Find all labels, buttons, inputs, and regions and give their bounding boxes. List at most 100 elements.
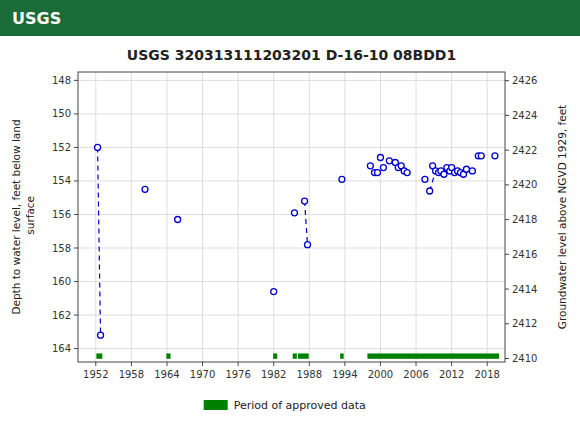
grid-line-x [166,72,167,362]
grid-line-x [451,72,452,362]
y-tick-label: 158 [52,243,71,254]
x-tick [416,362,417,366]
data-point [380,165,386,171]
data-point [478,153,484,159]
y-tick [74,80,78,81]
data-point [441,171,447,177]
approved-period-bar [96,353,102,358]
x-tick-label: 1964 [154,369,179,380]
grid-line-y [78,248,505,249]
x-tick-label: 1952 [83,369,108,380]
y-tick [74,113,78,114]
y-tick-label: 154 [52,175,71,186]
grid-line-x [131,72,132,362]
data-point [339,176,345,182]
y2-tick-label: 2414 [512,284,537,295]
data-point [175,217,181,223]
plot-frame [78,72,505,362]
y2-tick [505,115,509,116]
y2-tick [505,184,509,185]
y2-tick-label: 2420 [512,179,537,190]
grid-line-y [78,281,505,282]
x-tick-label: 1976 [225,369,250,380]
x-tick-label: 1994 [332,369,357,380]
data-point [422,176,428,182]
data-point [404,170,410,176]
x-tick [309,362,310,366]
grid-line-y [78,315,505,316]
plot-area [78,72,505,362]
data-point [291,210,297,216]
legend-swatch [204,400,228,410]
y2-axis-label: Groundwater level above NGVD 1929, feet [556,105,568,329]
grid-line-x [309,72,310,362]
grid-line-y [78,113,505,114]
data-point [98,332,104,338]
y-tick-label: 148 [52,75,71,86]
grid [78,72,505,362]
y-tick [74,315,78,316]
y-tick-label: 152 [52,142,71,153]
data-point [386,158,392,164]
grid-line-x [238,72,239,362]
grid-line-y [78,80,505,81]
y2-tick [505,323,509,324]
y-tick [74,248,78,249]
connecting-line [98,147,436,335]
y-axis-label: Depth to water level, feet below land su… [10,119,36,314]
grid-line-x [273,72,274,362]
y2-tick [505,254,509,255]
x-tick-label: 2018 [474,369,499,380]
approved-period-bar [166,353,170,358]
grid-line-x [380,72,381,362]
x-tick-label: 1958 [119,369,144,380]
data-point [302,198,308,204]
y-tick-label: 162 [52,310,71,321]
x-tick-label: 2012 [439,369,464,380]
grid-line-y [78,348,505,349]
x-tick [451,362,452,366]
x-tick-label: 1982 [261,369,286,380]
y2-tick-label: 2424 [512,110,537,121]
x-tick [380,362,381,366]
grid-line-x [95,72,96,362]
x-tick [202,362,203,366]
data-point [271,289,277,295]
y2-tick-label: 2412 [512,318,537,329]
approved-period-bar [273,353,277,358]
x-tick [131,362,132,366]
grid-line-y [78,147,505,148]
x-axis: 1952195819641970197619821988199420002006… [83,362,500,380]
data-point [469,168,475,174]
data-point [367,163,373,169]
y2-tick-label: 2426 [512,75,537,86]
grid-line-y [78,180,505,181]
y-axis: 148150152154156158160162164 [52,75,78,354]
data-point [305,242,311,248]
data-point [142,186,148,192]
y2-tick [505,80,509,81]
grid-line-x [416,72,417,362]
approved-period-bar [340,353,344,358]
header-bar [0,0,580,36]
chart: USGSUSGS 320313111203201 D-16-10 08BDD11… [0,0,580,430]
x-tick [166,362,167,366]
x-tick-label: 1988 [297,369,322,380]
y2-tick-label: 2416 [512,249,537,260]
data-point [377,154,383,160]
x-tick-label: 1970 [190,369,215,380]
y2-tick-label: 2410 [512,353,537,364]
grid-line-x [344,72,345,362]
data-point [95,144,101,150]
title: USGS 320313111203201 D-16-10 08BDD1 [127,47,456,63]
y-tick-label: 150 [52,108,71,119]
y2-tick [505,289,509,290]
x-tick [238,362,239,366]
y2-tick-label: 2418 [512,214,537,225]
y-tick [74,180,78,181]
x-tick-label: 2000 [368,369,393,380]
data-point [463,166,469,172]
legend: Period of approved data [204,399,366,412]
approved-period-bar [367,353,499,358]
plot-marks [95,144,499,358]
